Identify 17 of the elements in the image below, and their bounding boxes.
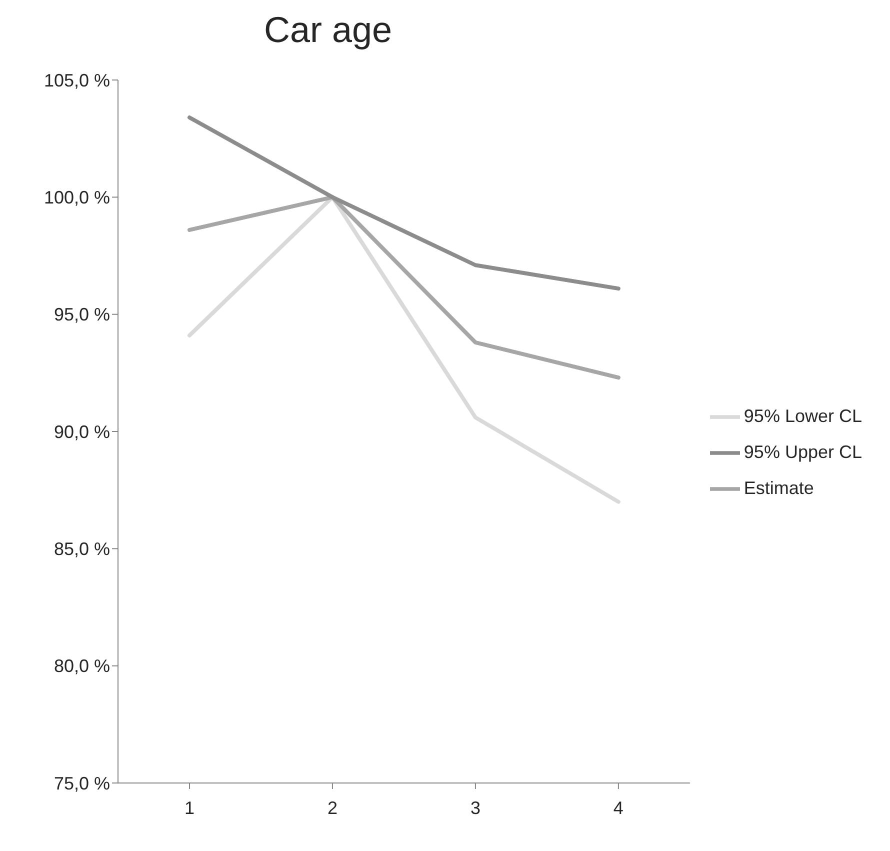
legend-label: 95% Upper CL [744, 442, 862, 462]
y-tick-label: 75,0 % [54, 773, 110, 794]
y-tick-label: 100,0 % [44, 188, 110, 208]
x-tick-label: 4 [613, 798, 624, 818]
y-tick-label: 80,0 % [54, 656, 110, 676]
x-tick-label: 2 [327, 798, 338, 818]
line-series [187, 115, 620, 291]
y-tick-label: 95,0 % [54, 304, 110, 325]
legend-label: 95% Lower CL [744, 406, 862, 426]
y-tick-label: 85,0 % [54, 539, 110, 560]
x-tick-label: 3 [470, 798, 480, 818]
x-tick-label: 1 [184, 798, 194, 818]
line-series [187, 195, 620, 380]
legend-label: Estimate [744, 478, 814, 498]
y-tick-label: 90,0 % [54, 422, 110, 442]
y-tick-label: 105,0 % [44, 70, 110, 90]
chart-title: Car age [262, 8, 394, 52]
